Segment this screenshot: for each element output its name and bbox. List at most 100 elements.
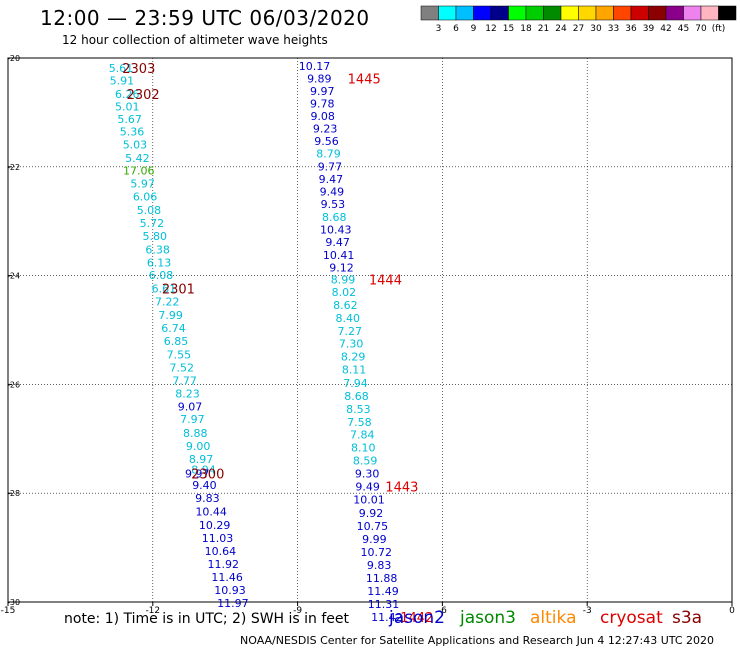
wave-height-label: 10.01 (353, 494, 385, 507)
pass-time-label: 1442 (400, 611, 433, 626)
colorbar-label: 42 (660, 24, 671, 34)
wave-height-label: 10.93 (214, 584, 246, 597)
wave-height-label: 11.46 (211, 571, 243, 584)
x-tick-label: -15 (1, 606, 16, 616)
wave-height-label: 5.36 (120, 125, 145, 138)
wave-height-label: 10.72 (361, 546, 393, 559)
colorbar-label: 12 (485, 24, 496, 34)
wave-height-label: 8.40 (336, 312, 361, 325)
wave-height-label: 9.49 (320, 185, 345, 198)
wave-height-label: 8.79 (316, 148, 341, 161)
wave-height-label: 7.99 (158, 309, 183, 322)
wave-height-label: 8.97 (189, 453, 214, 466)
wave-height-label: 10.29 (199, 519, 231, 532)
wave-height-label: 7.30 (339, 338, 364, 351)
wave-height-label: 5.61 (109, 62, 134, 75)
pass-time-label: 2300 (191, 468, 224, 483)
legend-altika: altika (530, 608, 577, 628)
wave-height-label: 9.08 (310, 110, 335, 123)
legend-s3a: s3a (672, 608, 703, 628)
colorbar-label: 15 (503, 24, 514, 34)
wave-height-label: 17.06 (123, 165, 155, 178)
wave-height-label: 9.83 (195, 492, 220, 505)
wave-height-label: 9.97 (185, 468, 210, 481)
wave-height-label: 10.17 (299, 60, 331, 73)
wave-height-label: 7.97 (180, 413, 205, 426)
footnote: note: 1) Time is in UTC; 2) SWH is in fe… (64, 611, 350, 627)
wave-height-label: 8.62 (333, 299, 358, 312)
colorbar-swatch (508, 5, 527, 21)
x-tick-label: 0 (729, 606, 735, 616)
pass-time-label: 2303 (122, 62, 155, 77)
pass-time-label: 2301 (162, 283, 195, 298)
colorbar-label: 6 (453, 24, 459, 34)
colorbar-label: 39 (643, 24, 655, 34)
wave-height-label: 8.23 (175, 388, 200, 401)
wave-height-label: 7.84 (350, 428, 375, 441)
colorbar-label: 70 (695, 24, 707, 34)
wave-height-label: 5.01 (115, 100, 140, 113)
legend-cryosat: cryosat (600, 608, 663, 628)
wave-height-label: 11.49 (367, 585, 399, 598)
wave-height-label: 7.58 (347, 416, 372, 429)
wave-height-label: 9.89 (307, 73, 332, 86)
y-tick-label: -24 (7, 272, 20, 281)
wave-height-label: 8.29 (341, 351, 366, 364)
wave-height-label: 6.08 (149, 269, 174, 282)
x-tick-label: -12 (145, 606, 160, 616)
wave-height-label: 10.75 (357, 520, 389, 533)
colorbar-swatch (630, 5, 649, 21)
colorbar-swatch (648, 5, 667, 21)
colorbar-label: 45 (678, 24, 689, 34)
colorbar-label: 33 (608, 24, 619, 34)
colorbar-label: 3 (436, 24, 442, 34)
legend-jason3: jason3 (460, 608, 516, 628)
colorbar-swatch (560, 5, 579, 21)
pass-time-label: 2302 (127, 88, 160, 103)
colorbar-swatch (613, 5, 632, 21)
wave-height-label: 9.53 (321, 198, 346, 211)
wave-height-label: 11.42 (371, 611, 403, 624)
credit-line: NOAA/NESDIS Center for Satellite Applica… (240, 634, 715, 647)
pass-annotations: 2303 2302 2301 2300 1445 1444 1443 1442 (122, 62, 433, 626)
x-tick-label: -3 (583, 606, 592, 616)
wave-height-label: 9.49 (355, 481, 380, 494)
pass-time-label: 1443 (385, 481, 418, 496)
colorbar-swatch (683, 5, 702, 21)
wave-height-label: 9.47 (319, 173, 344, 186)
wave-height-label: 5.97 (130, 178, 155, 191)
wave-height-label: 8.68 (344, 390, 369, 403)
wave-height-label: 6.38 (145, 243, 170, 256)
pass-time-label: 1445 (348, 73, 381, 88)
wave-height-label: 7.55 (167, 348, 192, 361)
plot-frame (7, 57, 733, 603)
wave-height-label: 11.88 (366, 572, 398, 585)
wave-height-label: 5.42 (125, 152, 150, 165)
wave-height-label: 9.99 (362, 533, 387, 546)
axis-ticks: -15 -12 -9 -6 -3 0-20-22-24-26-28-30 (1, 54, 735, 616)
y-tick-label: -28 (7, 489, 20, 498)
wave-height-label: 9.30 (355, 468, 380, 481)
wave-height-label: 9.07 (178, 401, 203, 414)
wave-height-label: 7.52 (170, 362, 195, 375)
colorbar-swatch (455, 5, 474, 21)
colorbar-swatch (490, 5, 509, 21)
wave-height-label: 5.08 (137, 204, 162, 217)
colorbar-label: 24 (555, 24, 567, 34)
plot-border (7, 57, 733, 603)
y-tick-label: -20 (7, 54, 20, 63)
wave-height-label: 9.78 (310, 98, 335, 111)
colorbar-swatch (718, 5, 737, 21)
wave-height-label: 11.03 (202, 532, 234, 545)
wave-height-label: 8.88 (183, 427, 208, 440)
colorbar-label: 30 (590, 24, 602, 34)
colorbar-swatch (473, 5, 492, 21)
colorbar-label: (ft) (712, 24, 726, 34)
wave-height-label: 6.06 (133, 191, 158, 204)
wave-height-label: 9.12 (329, 261, 354, 274)
colorbar-label: 18 (520, 24, 532, 34)
colorbar-swatch (700, 5, 719, 21)
wave-height-label: 9.92 (359, 507, 384, 520)
chart-subtitle: 12 hour collection of altimeter wave hei… (62, 33, 328, 47)
